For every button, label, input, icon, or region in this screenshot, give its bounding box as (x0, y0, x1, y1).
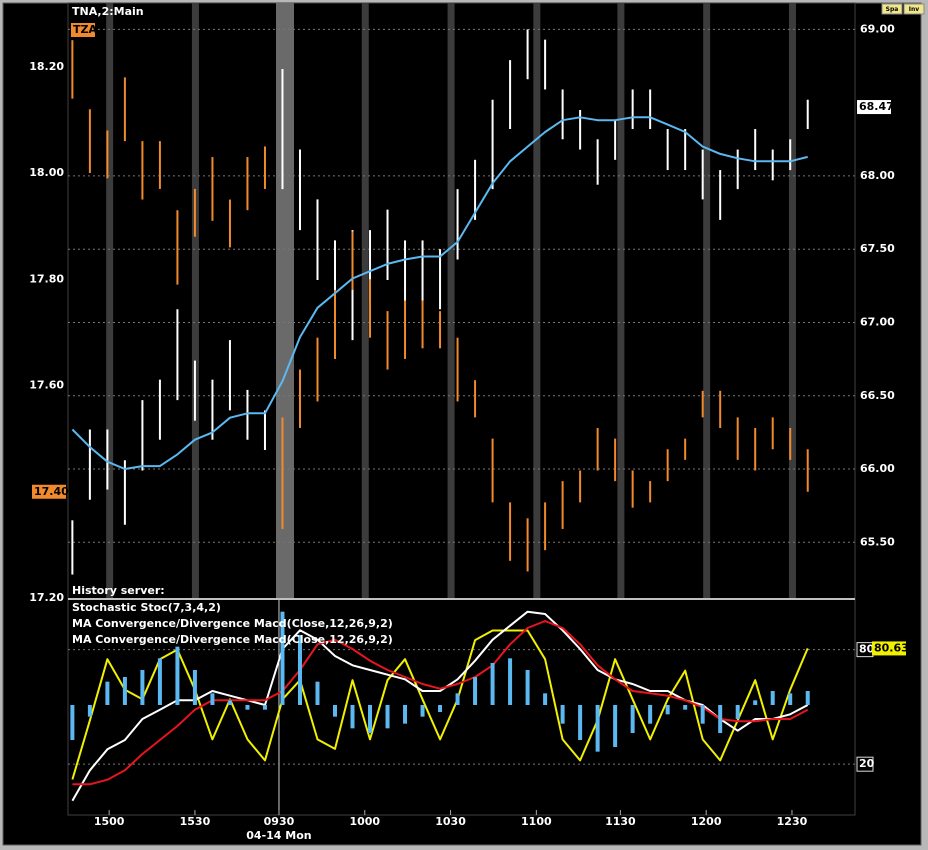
session-stripe (275, 3, 294, 598)
x-tick-label: 1230 (777, 815, 808, 828)
histogram-bar (175, 646, 180, 705)
toolbar-button[interactable] (903, 3, 925, 15)
histogram-bar (735, 705, 740, 719)
indicator-name: Stochastic Stoc(7,3,4,2) (72, 601, 221, 614)
y2-tick-label: 69.00 (860, 22, 895, 35)
indicator-name: MA Convergence/Divergence Macd(Close,12,… (72, 617, 393, 630)
histogram-bar (140, 670, 145, 705)
histogram-bar (245, 705, 250, 710)
last-value-tag (32, 484, 66, 499)
x-tick-label: 0930 (264, 815, 295, 828)
histogram-bar (595, 705, 600, 752)
histogram-bar (368, 705, 373, 733)
histogram-bar (473, 677, 478, 705)
histogram-bar (578, 705, 583, 740)
x-tick-label: 1030 (435, 815, 466, 828)
histogram-bar (700, 705, 705, 724)
indicator-line (71, 116, 808, 470)
y2-tick-label: 66.00 (860, 462, 895, 475)
y-tick-label: 18.20 (29, 60, 64, 73)
toolbar: Spa Inv (881, 3, 925, 15)
histogram-bar (648, 705, 653, 724)
y-tick-box (856, 756, 874, 772)
histogram-bar (613, 705, 618, 747)
last-value-label: 68.47 (859, 100, 894, 113)
histogram-bar (192, 670, 197, 705)
histogram-bar (280, 611, 285, 705)
toolbar-button-label[interactable]: Inv (909, 6, 920, 13)
y2-tick-label: 66.50 (860, 389, 895, 402)
histogram-bar (770, 691, 775, 705)
histogram-bar (683, 705, 688, 710)
histogram-bar (665, 705, 670, 715)
date-label: 04-14 Mon (246, 829, 311, 842)
session-stripe (703, 3, 711, 598)
histogram-bar (543, 693, 548, 705)
y2-tick-label: 65.50 (860, 535, 895, 548)
histogram-bar (788, 693, 793, 705)
x-tick-label: 1100 (521, 815, 552, 828)
x-tick-label: 1130 (605, 815, 636, 828)
histogram-bar (438, 705, 443, 712)
indicator-line (72, 620, 809, 786)
histogram-bar (350, 705, 355, 729)
histogram-bar (297, 635, 302, 705)
plot-area (67, 2, 856, 816)
histogram-bar (718, 705, 723, 733)
session-stripe (361, 3, 369, 598)
y-tick-label: 20 (859, 757, 875, 770)
histogram-bar (753, 700, 758, 705)
y-tick-label: 80 (859, 643, 875, 656)
histogram-bar (157, 658, 162, 705)
x-tick-label: 1000 (349, 815, 380, 828)
y-tick-label: 17.80 (29, 272, 64, 285)
y2-tick-label: 67.50 (860, 242, 895, 255)
histogram-bar (210, 693, 215, 705)
session-stripe (106, 3, 114, 598)
y-tick-label: 17.20 (29, 591, 64, 604)
session-stripe (617, 3, 625, 598)
session-stripe (191, 3, 199, 598)
session-stripe (788, 3, 796, 598)
histogram-bar (105, 681, 110, 705)
y-tick-label: 17.60 (29, 379, 64, 392)
histogram-bar (70, 705, 75, 740)
annotation: History server: (72, 584, 165, 597)
histogram-bar (403, 705, 408, 724)
histogram-bar (560, 705, 565, 724)
last-value-tag (857, 100, 891, 115)
x-tick-label: 1500 (94, 815, 125, 828)
last-value-label: 17.40 (34, 485, 69, 498)
histogram-bar (227, 700, 232, 705)
session-stripe (447, 3, 455, 598)
histogram-bar (420, 705, 425, 717)
histogram-bar (315, 681, 320, 705)
toolbar-button-label[interactable]: Spa (886, 6, 899, 13)
y2-tick-label: 68.00 (860, 169, 895, 182)
session-stripe (533, 3, 541, 598)
histogram-bar (455, 693, 460, 705)
last-value-tag (872, 641, 906, 656)
toolbar-button[interactable] (881, 3, 903, 15)
last-value-label: 80.63 (874, 641, 909, 654)
x-tick-label: 1200 (691, 815, 722, 828)
histogram-bar (262, 705, 267, 710)
y-tick-label: 18.00 (29, 166, 64, 179)
histogram-bar (385, 705, 390, 729)
histogram-bar (333, 705, 338, 717)
histogram-bar (525, 670, 530, 705)
indicator-name: MA Convergence/Divergence Macd(Close,12,… (72, 633, 393, 646)
chart-title: TNA,2:Main (72, 5, 144, 18)
series-tag (71, 23, 95, 37)
x-tick-label: 1530 (180, 815, 211, 828)
histogram-bar (630, 705, 635, 733)
histogram-bar (87, 705, 92, 717)
histogram-bar (805, 691, 810, 705)
histogram-bar (122, 677, 127, 705)
y2-tick-label: 67.00 (860, 315, 895, 328)
histogram-bar (490, 663, 495, 705)
series-name: TZA (73, 23, 97, 36)
histogram-bar (508, 658, 513, 705)
